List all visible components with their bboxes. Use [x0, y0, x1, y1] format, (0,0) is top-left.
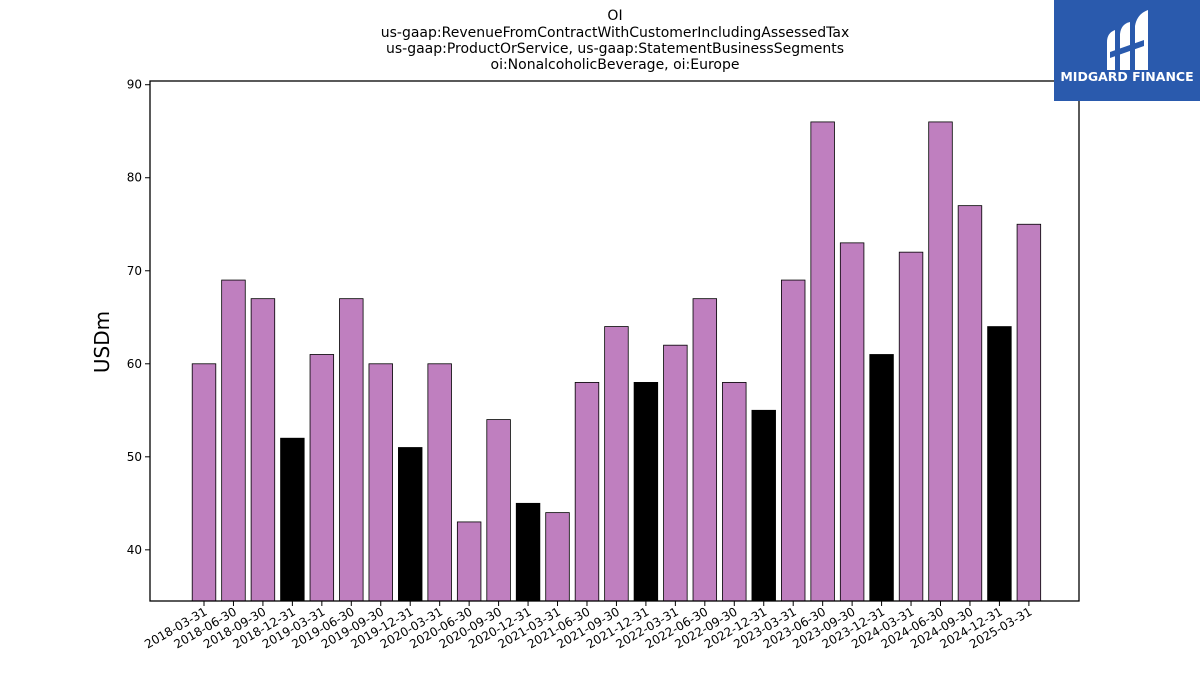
bars-group	[191, 121, 1042, 602]
chart-title-line-3: us-gaap:ProductOrService, us-gaap:Statem…	[386, 41, 844, 57]
logo-mark-icon	[1107, 10, 1148, 70]
chart-title: OI us-gaap:RevenueFromContractWithCustom…	[381, 8, 850, 73]
bar-2019-06-30	[339, 298, 364, 602]
bar-2024-12-31	[987, 326, 1012, 602]
bar-2018-12-31	[280, 437, 305, 602]
logo-text: MIDGARD FINANCE	[1060, 69, 1193, 84]
bar-2019-12-31	[398, 447, 423, 602]
y-axis: 40 50 60 70 80 90	[127, 78, 150, 557]
bar-2022-09-30	[722, 381, 747, 602]
bar-2021-03-31	[545, 512, 570, 602]
y-tick-label-80: 80	[127, 171, 142, 185]
bar-2022-03-31	[663, 344, 688, 602]
bar-2021-09-30	[604, 326, 629, 602]
bar-2025-03-31	[1016, 223, 1042, 602]
y-tick-label-90: 90	[127, 78, 142, 92]
bar-2019-03-31	[309, 354, 335, 602]
bar-2018-06-30	[221, 279, 246, 602]
bar-2020-06-30	[456, 521, 482, 602]
y-tick-label-60: 60	[127, 357, 142, 371]
bar-2021-12-31	[633, 381, 659, 602]
bar-2020-12-31	[515, 502, 541, 602]
bar-2023-09-30	[839, 242, 865, 602]
bar-2023-03-31	[781, 279, 806, 602]
x-axis: 2018-03-312018-06-302018-09-302018-12-31…	[142, 601, 1034, 651]
bar-2022-12-31	[751, 409, 776, 602]
bar-2024-06-30	[928, 121, 953, 602]
bar-2019-09-30	[368, 363, 393, 602]
y-axis-label: USDm	[90, 311, 114, 373]
bar-2020-03-31	[427, 363, 452, 602]
bar-2018-09-30	[250, 298, 276, 602]
chart-title-line-4: oi:NonalcoholicBeverage, oi:Europe	[491, 57, 740, 73]
plot-frame	[149, 80, 1080, 602]
bar-2020-09-30	[486, 419, 511, 602]
chart-title-line-1: OI	[607, 8, 622, 24]
midgard-finance-logo: MIDGARD FINANCE	[1054, 0, 1200, 101]
bar-2023-12-31	[869, 354, 894, 602]
bar-2022-06-30	[692, 298, 718, 602]
bar-2024-03-31	[898, 251, 924, 602]
bar-2023-06-30	[810, 121, 835, 602]
bar-2021-06-30	[574, 381, 600, 602]
bar-2024-09-30	[957, 205, 983, 602]
y-tick-label-40: 40	[127, 543, 142, 557]
bar-2018-03-31	[191, 363, 217, 602]
y-tick-label-70: 70	[127, 264, 142, 278]
chart-title-line-2: us-gaap:RevenueFromContractWithCustomerI…	[381, 25, 850, 41]
y-tick-label-50: 50	[127, 450, 142, 464]
